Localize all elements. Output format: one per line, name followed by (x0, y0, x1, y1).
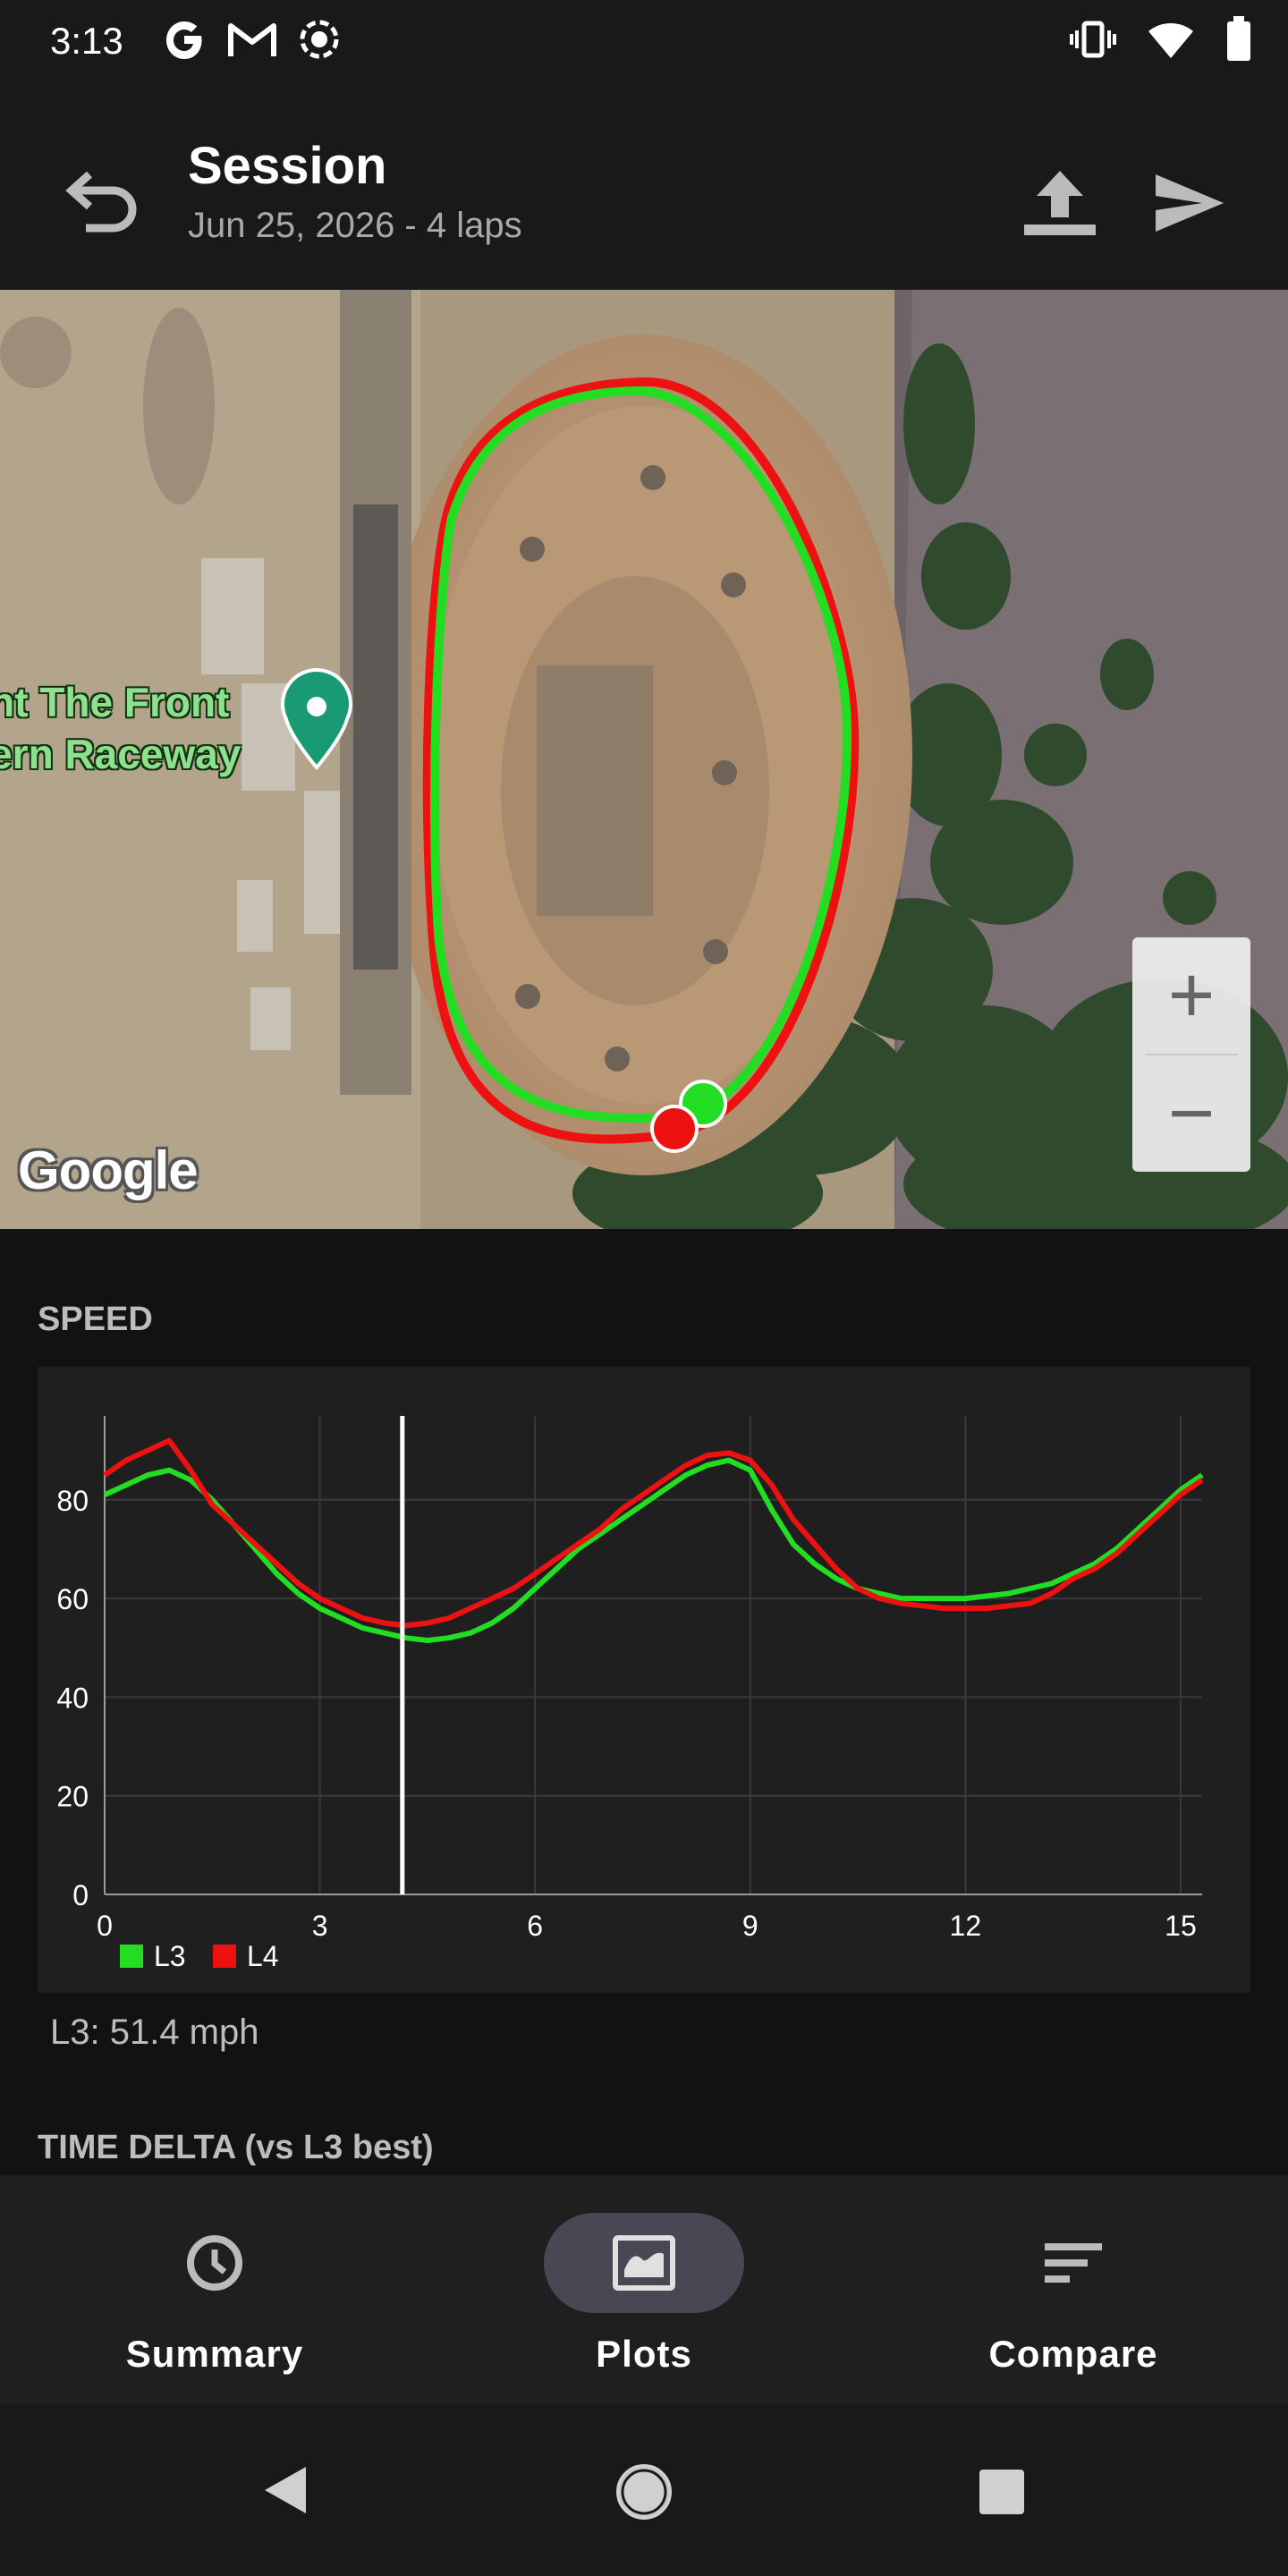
page-title: Session (188, 137, 387, 195)
time-delta-heading: TIME DELTA (vs L3 best) (38, 2129, 434, 2166)
bottom-navigation: Summary Plots Compare (0, 2175, 1288, 2404)
track-map[interactable]: unt The Front hern Raceway Google + − (0, 290, 1288, 1229)
y-tick-label: 40 (56, 1682, 89, 1714)
upload-icon (1024, 171, 1096, 235)
nav-label-compare: Compare (988, 2333, 1158, 2375)
status-system-icons (1070, 16, 1252, 67)
google-icon (161, 16, 208, 67)
map-place-label[interactable]: unt The Front hern Raceway (0, 676, 241, 780)
map-image-icon (608, 2227, 680, 2299)
wifi-icon (1147, 19, 1195, 64)
series-line-l4 (103, 1437, 1204, 1629)
legend-label-l4: L4 (247, 1940, 279, 1972)
y-tick-label: 20 (56, 1781, 89, 1813)
upload-button[interactable] (1011, 154, 1109, 252)
legend-swatch-l4 (213, 1945, 236, 1968)
nav-label-plots: Plots (596, 2333, 692, 2375)
status-notification-icons (161, 16, 342, 67)
home-circle-icon[interactable] (615, 2463, 673, 2521)
map-place-label-line1: unt The Front (0, 679, 230, 725)
nav-tab-plots[interactable]: Plots (429, 2175, 859, 2404)
speed-heading: SPEED (38, 1301, 153, 1338)
status-bar: 3:13 (0, 0, 1288, 86)
x-tick-label: 12 (950, 1910, 982, 1942)
speed-chart[interactable]: 0 20 40 60 80 0 3 6 9 12 15 L3 L4 (38, 1367, 1250, 1993)
y-tick-label: 60 (56, 1583, 89, 1615)
back-button[interactable] (54, 148, 152, 247)
nav-label-summary: Summary (125, 2333, 304, 2375)
clock-icon (179, 2227, 250, 2299)
status-time: 3:13 (50, 20, 123, 62)
nav-tab-summary[interactable]: Summary (0, 2175, 429, 2404)
system-navigation-bar (0, 2404, 1288, 2576)
zoom-in-button[interactable]: + (1167, 950, 1216, 1040)
gmail-icon (227, 19, 277, 64)
x-tick-label: 15 (1165, 1910, 1197, 1942)
google-attribution: Google (18, 1140, 199, 1200)
map-place-label-line2: hern Raceway (0, 731, 242, 777)
place-pin-icon (281, 668, 352, 771)
y-tick-label: 80 (56, 1485, 89, 1517)
x-tick-label: 0 (97, 1910, 113, 1942)
x-tick-label: 9 (742, 1910, 758, 1942)
speed-readout: L3: 51.4 mph (50, 2012, 259, 2052)
zoom-out-button[interactable]: − (1167, 1068, 1216, 1158)
send-button[interactable] (1140, 154, 1239, 252)
recents-square-icon[interactable] (977, 2467, 1027, 2517)
x-tick-label: 6 (527, 1910, 543, 1942)
legend-swatch-l3 (120, 1945, 143, 1968)
session-subtitle: Jun 25, 2026 - 4 laps (188, 206, 522, 245)
app-bar: Session Jun 25, 2026 - 4 laps (0, 86, 1288, 290)
y-tick-label: 0 (72, 1879, 89, 1911)
map-zoom-controls: + − (1132, 937, 1250, 1172)
zoom-divider (1145, 1054, 1238, 1055)
speed-chart-svg: 0 20 40 60 80 0 3 6 9 12 15 L3 L4 (56, 1416, 1204, 1972)
x-tick-label: 3 (312, 1910, 328, 1942)
nav-tab-compare[interactable]: Compare (859, 2175, 1288, 2404)
lap-l4-path (422, 377, 860, 1144)
send-icon (1156, 174, 1224, 232)
series-line-l3 (103, 1457, 1204, 1643)
lap-l3-path (429, 386, 852, 1123)
sort-lines-icon (1038, 2227, 1109, 2299)
back-triangle-icon[interactable] (259, 2463, 309, 2517)
vibrate-icon (1070, 18, 1116, 65)
battery-icon (1225, 16, 1252, 67)
undo-arrow-icon (65, 171, 137, 233)
l4-position-marker (650, 1105, 699, 1153)
screen-record-icon (297, 17, 342, 66)
legend-label-l3: L3 (154, 1940, 186, 1972)
